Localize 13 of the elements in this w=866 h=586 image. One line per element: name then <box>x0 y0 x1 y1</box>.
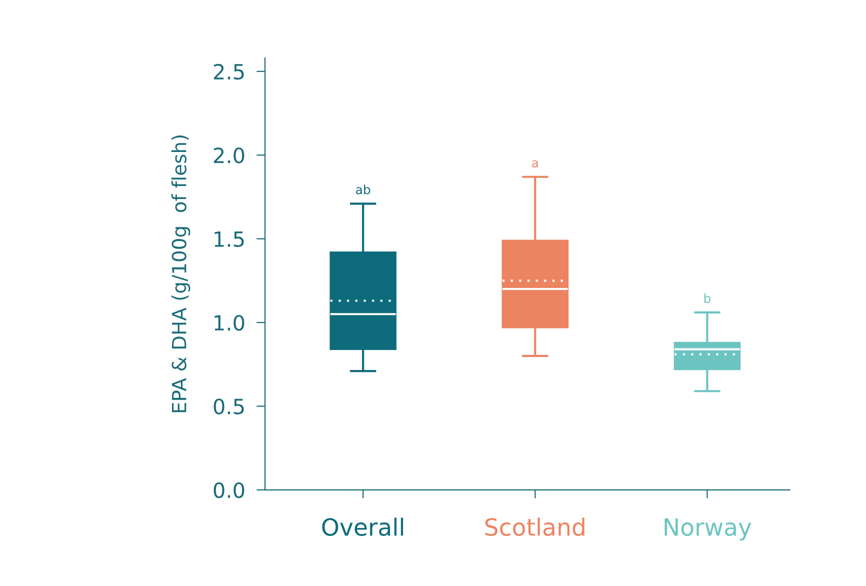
annotation: ab <box>356 184 370 194</box>
y-axis-title: EPA & DHA (g/100g of flesh) <box>171 136 190 412</box>
y-tick-label: 0.0 <box>214 482 244 498</box>
annotation: b <box>704 293 710 304</box>
y-tick-label: 2.5 <box>214 64 244 80</box>
y-tick-label: 1.5 <box>214 232 244 248</box>
x-tick-label: Norway <box>664 518 752 541</box>
annotation: a <box>532 160 538 168</box>
y-tick-label: 0.5 <box>214 398 244 414</box>
y-tick-label: 2.0 <box>214 148 244 164</box>
x-tick-label: Overall <box>322 518 404 536</box>
y-tick-label: 1.0 <box>214 314 244 331</box>
x-tick-label: Scotland <box>485 518 584 536</box>
